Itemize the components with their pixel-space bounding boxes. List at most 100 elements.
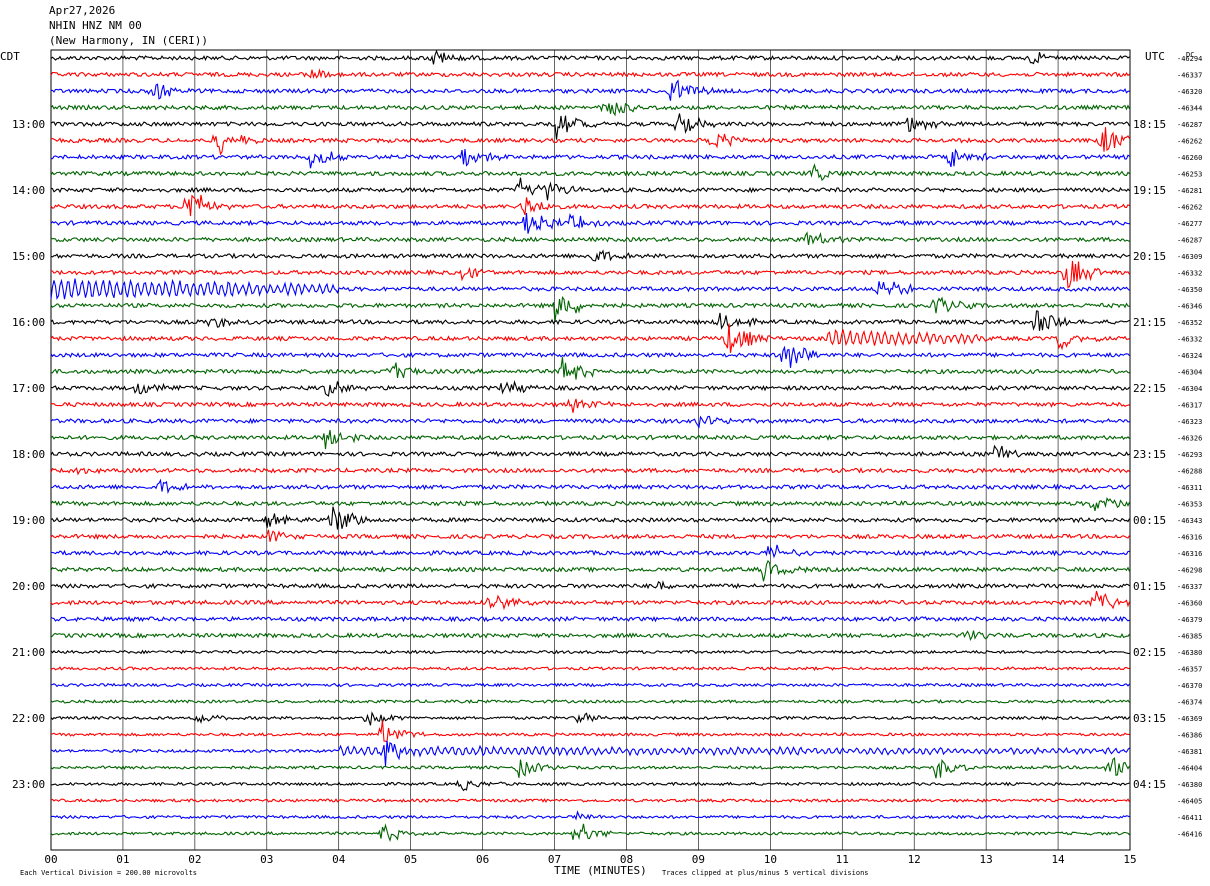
dc-offset-label: -46405 <box>1177 798 1202 806</box>
plot-frame <box>50 49 1131 851</box>
trace-line <box>50 113 1130 140</box>
left-time-label: 19:00 <box>12 514 45 527</box>
left-time-label: 17:00 <box>12 382 45 395</box>
x-tick-label: 06 <box>476 853 489 866</box>
left-time-label: 16:00 <box>12 316 45 329</box>
trace-line <box>50 429 1130 450</box>
dc-label: DC <box>1186 51 1194 59</box>
trace-line <box>50 415 1130 429</box>
trace-line <box>50 559 1131 582</box>
dc-offset-label: -46353 <box>1177 501 1202 509</box>
trace-line <box>50 615 1130 623</box>
chart-date: Apr27,2026 <box>49 4 116 17</box>
left-time-label: 22:00 <box>12 712 45 725</box>
dc-offset-label: -46262 <box>1177 138 1202 146</box>
dc-offset-label: -46380 <box>1177 781 1202 789</box>
trace-line <box>50 544 1130 559</box>
trace-line <box>50 194 1130 217</box>
x-tick-label: 02 <box>188 853 201 866</box>
trace-line <box>50 231 1130 245</box>
right-time-label: 22:15 <box>1133 382 1166 395</box>
dc-offset-label: -46416 <box>1177 831 1202 839</box>
dc-offset-label: -46381 <box>1177 748 1202 756</box>
trace-line <box>50 757 1130 779</box>
trace-line <box>50 163 1130 181</box>
trace-line <box>50 649 1130 655</box>
dc-offset-label: -46298 <box>1177 567 1202 575</box>
dc-offset-label: -46344 <box>1177 105 1202 113</box>
trace-line <box>50 496 1131 512</box>
left-zone-label: CDT <box>0 50 20 63</box>
trace-line <box>50 357 1130 380</box>
trace-line <box>50 260 1130 289</box>
trace-line <box>50 590 1131 611</box>
dc-offset-label: -46357 <box>1177 666 1202 674</box>
left-time-label: 13:00 <box>12 118 45 131</box>
dc-offset-label: -46293 <box>1177 451 1202 459</box>
grid-lines <box>50 49 1131 851</box>
trace-line <box>50 810 1130 821</box>
dc-offset-label: -46352 <box>1177 319 1202 327</box>
dc-offset-label: -46317 <box>1177 402 1202 410</box>
right-time-label: 02:15 <box>1133 646 1166 659</box>
right-time-label: 19:15 <box>1133 184 1166 197</box>
right-time-label: 03:15 <box>1133 712 1166 725</box>
trace-line <box>50 444 1130 459</box>
trace-line <box>50 506 1130 530</box>
dc-offset-label: -46316 <box>1177 550 1202 558</box>
trace-line <box>50 529 1130 542</box>
x-tick-label: 07 <box>548 853 561 866</box>
trace-line <box>50 711 1130 726</box>
dc-offset-label: -46294 <box>1177 55 1202 63</box>
dc-offset-label: -46343 <box>1177 517 1202 525</box>
trace-line <box>50 278 1130 300</box>
trace-line <box>50 798 1130 803</box>
dc-offset-label: -46332 <box>1177 336 1202 344</box>
trace-line <box>50 345 1130 368</box>
right-time-label: 21:15 <box>1133 316 1166 329</box>
x-tick-label: 09 <box>692 853 705 866</box>
x-tick-label: 13 <box>980 853 993 866</box>
dc-offset-label: -46337 <box>1177 583 1202 591</box>
dc-offset-label: -46337 <box>1177 72 1202 80</box>
dc-offset-label: -46324 <box>1177 352 1202 360</box>
x-tick-label: 15 <box>1123 853 1136 866</box>
trace-line <box>50 68 1130 80</box>
trace-line <box>50 177 1130 201</box>
dc-offset-label: -46380 <box>1177 649 1202 657</box>
x-tick-label: 00 <box>44 853 57 866</box>
dc-offset-label: -46323 <box>1177 418 1202 426</box>
x-tick-labels: 00 01 02 03 04 05 06 07 08 09 10 11 12 13 14 15 <box>44 853 1136 866</box>
chart-location: (New Harmony, IN (CERI)) <box>49 34 208 47</box>
dc-offset-label: -46404 <box>1177 765 1202 773</box>
dc-offset-label: -46311 <box>1177 484 1202 492</box>
left-time-label: 15:00 <box>12 250 45 263</box>
dc-offset-label: -46253 <box>1177 171 1202 179</box>
dc-offset-label: -46411 <box>1177 814 1202 822</box>
x-tick-label: 10 <box>764 853 777 866</box>
trace-line <box>50 698 1130 704</box>
x-tick-label: 01 <box>116 853 129 866</box>
trace-line <box>50 310 1130 331</box>
right-time-label: 00:15 <box>1133 514 1166 527</box>
trace-line <box>50 323 1130 353</box>
left-time-label: 23:00 <box>12 778 45 791</box>
dc-offset-label: -46326 <box>1177 435 1202 443</box>
x-tick-label: 05 <box>404 853 417 866</box>
trace-group <box>50 49 1131 843</box>
dc-offset-label: -46262 <box>1177 204 1202 212</box>
dc-offset-label: -46277 <box>1177 220 1202 228</box>
trace-line <box>50 398 1130 413</box>
dc-offset-label: -46287 <box>1177 237 1202 245</box>
left-time-label: 14:00 <box>12 184 45 197</box>
trace-line <box>50 296 1130 322</box>
right-zone-label: UTC <box>1145 50 1165 63</box>
trace-line <box>50 682 1130 688</box>
dc-offset-labels: -46294 -46337 -46320 -46344 -46287 -46262 -462… <box>1177 55 1202 839</box>
right-time-label: 20:15 <box>1133 250 1166 263</box>
left-time-label: 20:00 <box>12 580 45 593</box>
footer-scale-note: Each Vertical Division = 200.00 microvol… <box>20 869 197 877</box>
dc-offset-label: -46320 <box>1177 88 1202 96</box>
trace-line <box>50 478 1130 495</box>
